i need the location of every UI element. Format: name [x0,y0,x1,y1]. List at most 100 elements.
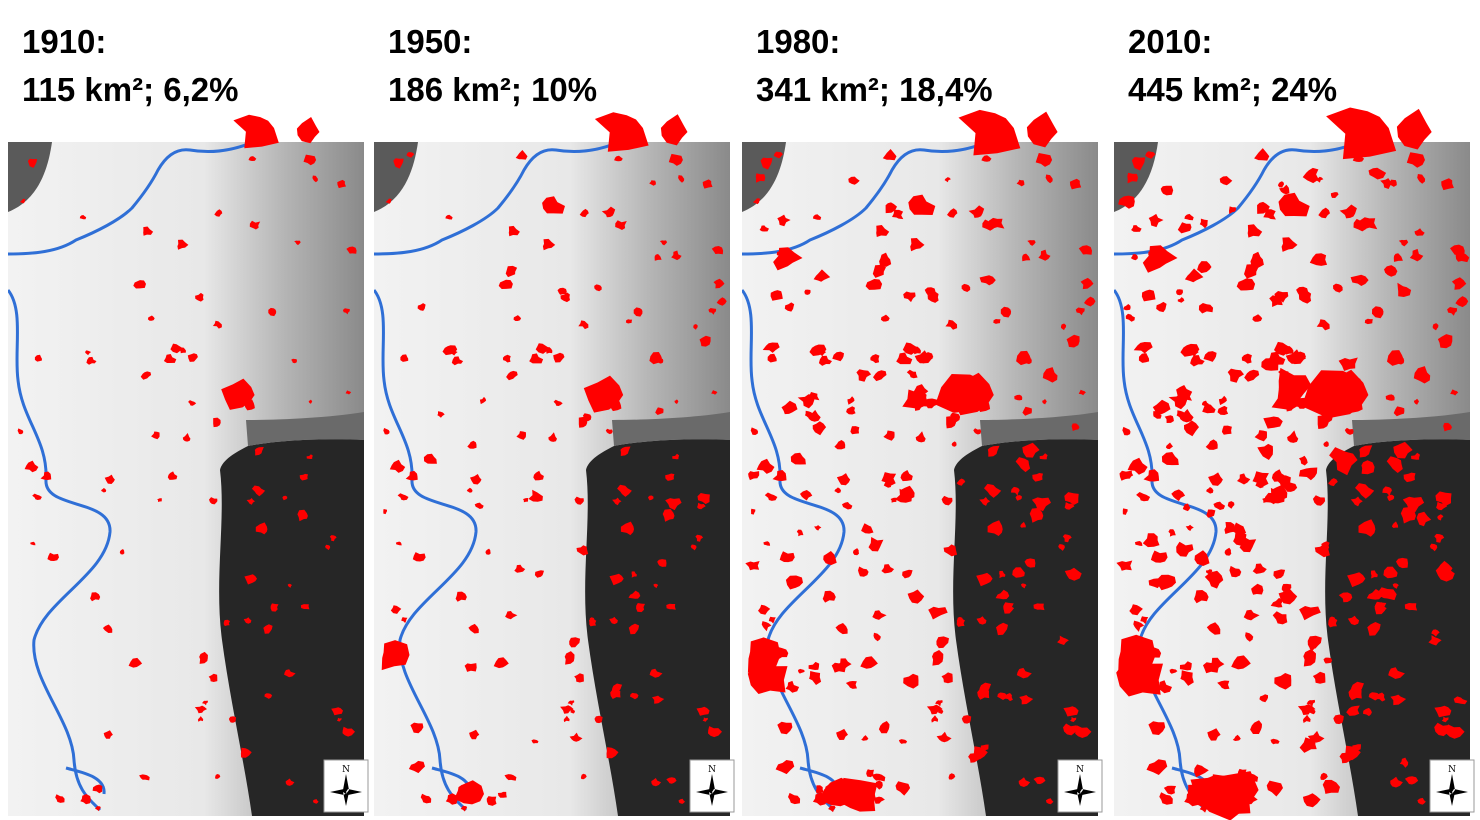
urban-area-patch [1176,541,1194,557]
urban-area-patch [1265,492,1281,505]
urban-area-patch [383,509,387,515]
urban-area-patch [984,483,1002,498]
urban-area-patch [202,700,208,706]
urban-area-patch [479,396,487,405]
urban-area-patch [762,342,780,353]
urban-area-patch [1022,406,1032,416]
urban-area-patch [1203,351,1217,362]
urban-area-patch [936,636,949,649]
urban-area-patch [655,407,664,415]
urban-area-patch [560,705,574,714]
urban-area-patch [92,784,103,794]
urban-area-patch [270,603,279,612]
urban-area-patch [927,291,939,303]
urban-area-patch [1284,346,1294,355]
urban-area-patch [1241,353,1252,364]
urban-area-patch [594,715,603,724]
city-turin-blob [233,114,279,149]
urban-area-patch [1184,213,1194,221]
urban-area-patch [1184,268,1204,283]
urban-area-patch [569,637,581,648]
urban-area-patch [773,151,783,159]
urban-area-patch [999,570,1006,579]
urban-area-patch [828,805,836,813]
urban-area-patch [873,632,881,642]
urban-area-patch [812,421,827,436]
urban-area-patch [926,704,943,715]
urban-area-patch [119,549,125,555]
river-po [742,289,846,812]
urban-area-patch [85,350,92,356]
urban-area-patch [1194,590,1209,604]
urban-area-patch [961,283,971,292]
urban-area-patch [950,412,961,423]
urban-area-patch [711,246,724,255]
urban-area-patch [1299,455,1308,466]
urban-area-patch [1227,368,1244,383]
urban-area-patch [1031,497,1051,512]
urban-area-patch [883,481,891,488]
urban-area-patch [606,747,619,759]
urban-area-patch [633,307,643,317]
urban-area-patch [594,284,602,292]
urban-area-patch [620,446,631,456]
urban-area-patch [932,650,944,666]
urban-area-patch [508,225,520,237]
urban-area-patch [1455,296,1469,308]
urban-area-patch [1140,616,1149,624]
urban-area-patch [1116,560,1133,571]
urban-area-patch [1399,757,1409,768]
urban-map: N [742,109,1103,816]
urban-area-patch [1120,472,1134,480]
urban-area-patch [861,523,874,534]
urban-area-patch [1075,725,1092,738]
compass-star [1436,774,1468,806]
town-blob [1116,659,1163,697]
urban-area-patch [1302,793,1321,808]
urban-area-patch [873,370,887,382]
urban-area-patch [713,278,725,289]
urban-area-patch [1016,350,1031,366]
urban-area-patch [1015,457,1031,473]
urban-area-patch [497,791,507,798]
urban-area-patch [383,428,390,435]
urban-area-patch [1417,174,1426,184]
urban-area-patch [1303,649,1316,667]
town-blob [1271,387,1304,411]
urban-area-patch [1078,245,1092,255]
urban-area-patch [813,269,831,282]
urban-area-patch [1182,503,1191,512]
urban-area-patch [1153,411,1162,419]
urban-area-patch [693,324,698,330]
urban-area-patch [834,440,846,450]
urban-area-patch [895,781,911,796]
urban-area-patch [582,413,592,422]
urban-area-patch [672,453,680,460]
urban-area-patch [567,700,575,706]
urban-area-patch [674,399,679,404]
urban-area-patch [900,470,913,482]
urban-area-patch [208,673,218,682]
urban-area-patch [1163,785,1176,795]
urban-area-patch [1064,502,1075,510]
urban-map: N [374,112,735,816]
urban-area-patch [514,564,526,573]
map-panel-1980: 1980: 341 km²; 18,4% N [742,0,1106,820]
urban-area-patch [513,315,522,321]
urban-area-patch [1302,714,1311,723]
urban-area-patch [945,319,958,330]
urban-area-patch [1350,496,1363,507]
urban-area-patch [1016,179,1025,187]
urban-area-patch [756,458,775,474]
urban-area-patch [1333,283,1343,293]
urban-area-patch [1274,673,1292,690]
urban-area-patch [1062,534,1072,543]
urban-area-patch [1339,752,1354,764]
urban-area-patch [809,344,827,356]
urban-area-patch [560,292,570,303]
urban-area-patch [836,473,851,486]
urban-area-patch [1219,176,1233,186]
urban-area-patch [1169,668,1178,674]
urban-area-patch [883,430,895,441]
urban-area-patch [246,498,255,505]
